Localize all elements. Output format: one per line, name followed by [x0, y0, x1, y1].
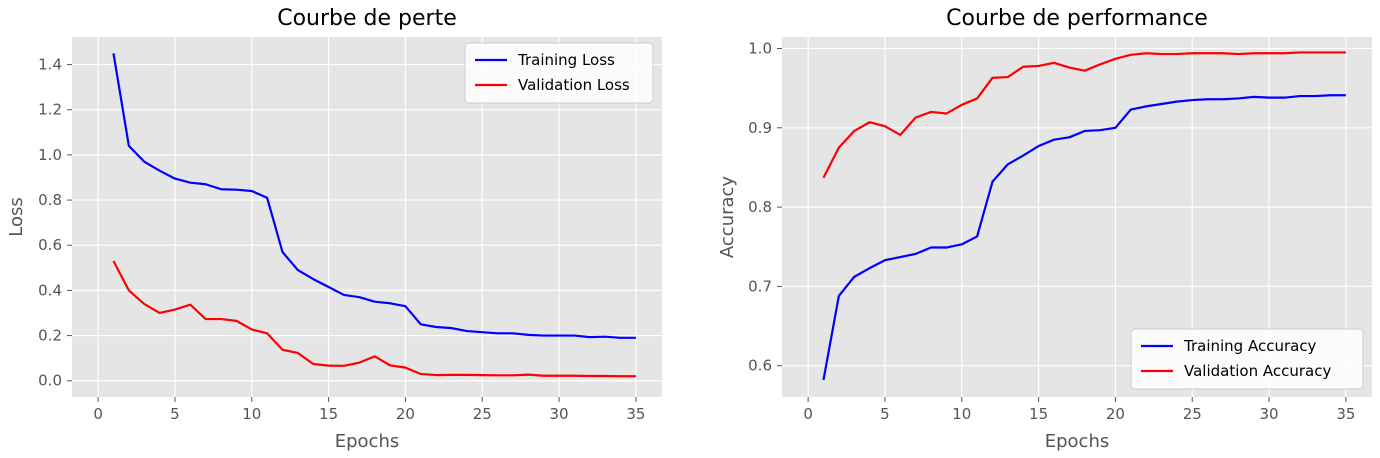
x-tick-label: 20 [396, 405, 415, 423]
x-tick-label: 5 [880, 405, 890, 423]
legend-label: Validation Loss [518, 76, 630, 94]
x-tick-label: 35 [1336, 405, 1355, 423]
x-tick-label: 0 [803, 405, 813, 423]
legend-label: Training Loss [517, 51, 615, 69]
y-tick-label: 1.4 [38, 56, 62, 74]
y-tick-label: 0.4 [38, 281, 62, 299]
series-line-training-loss [112, 53, 636, 339]
y-tick-label: 0.8 [38, 191, 62, 209]
x-tick-label: 5 [170, 405, 180, 423]
x-tick-label: 35 [626, 405, 645, 423]
series-line-validation-accuracy [822, 51, 1346, 179]
y-tick-label: 0.8 [748, 198, 772, 216]
x-tick-label: 30 [1260, 405, 1279, 423]
y-tick-label: 0.6 [38, 236, 62, 254]
series-line-training-accuracy [822, 94, 1346, 381]
x-tick-label: 25 [473, 405, 492, 423]
legend-box [1130, 328, 1364, 390]
accuracy-chart-title: Courbe de performance [946, 6, 1208, 31]
y-tick-label: 1.0 [748, 39, 772, 57]
loss-chart-ylabel: Loss [6, 197, 27, 236]
legend-label: Training Accuracy [1183, 337, 1317, 355]
loss-chart-xlabel: Epochs [335, 431, 400, 452]
accuracy-chart-xlabel: Epochs [1045, 431, 1110, 452]
x-tick-label: 25 [1183, 405, 1202, 423]
x-tick-label: 0 [93, 405, 103, 423]
y-tick-label: 1.2 [38, 101, 62, 119]
legend: Training Loss Validation Loss [464, 42, 654, 104]
legend-label: Validation Accuracy [1184, 362, 1331, 380]
series-line-validation-loss [112, 260, 636, 378]
y-tick-label: 0.2 [38, 327, 62, 345]
accuracy-chart: Courbe de performance Epochs Accuracy 0 5… [717, 6, 1372, 452]
x-tick-label: 20 [1106, 405, 1125, 423]
legend: Training Accuracy Validation Accuracy [1130, 328, 1364, 390]
accuracy-chart-ylabel: Accuracy [717, 176, 738, 259]
loss-chart-title: Courbe de perte [277, 6, 457, 31]
y-tick-label: 0.0 [38, 372, 62, 390]
loss-chart: Courbe de perte Epochs Loss 0 5 10 15 20 25 30… [6, 6, 662, 452]
legend-box [464, 42, 654, 104]
x-tick-label: 15 [1029, 405, 1048, 423]
x-tick-label: 10 [952, 405, 971, 423]
y-tick-label: 0.7 [748, 277, 772, 295]
x-tick-label: 15 [319, 405, 338, 423]
y-tick-label: 0.6 [748, 357, 772, 375]
y-tick-label: 0.9 [748, 119, 772, 137]
y-tick-label: 1.0 [38, 146, 62, 164]
x-tick-label: 10 [242, 405, 261, 423]
x-tick-label: 30 [550, 405, 569, 423]
